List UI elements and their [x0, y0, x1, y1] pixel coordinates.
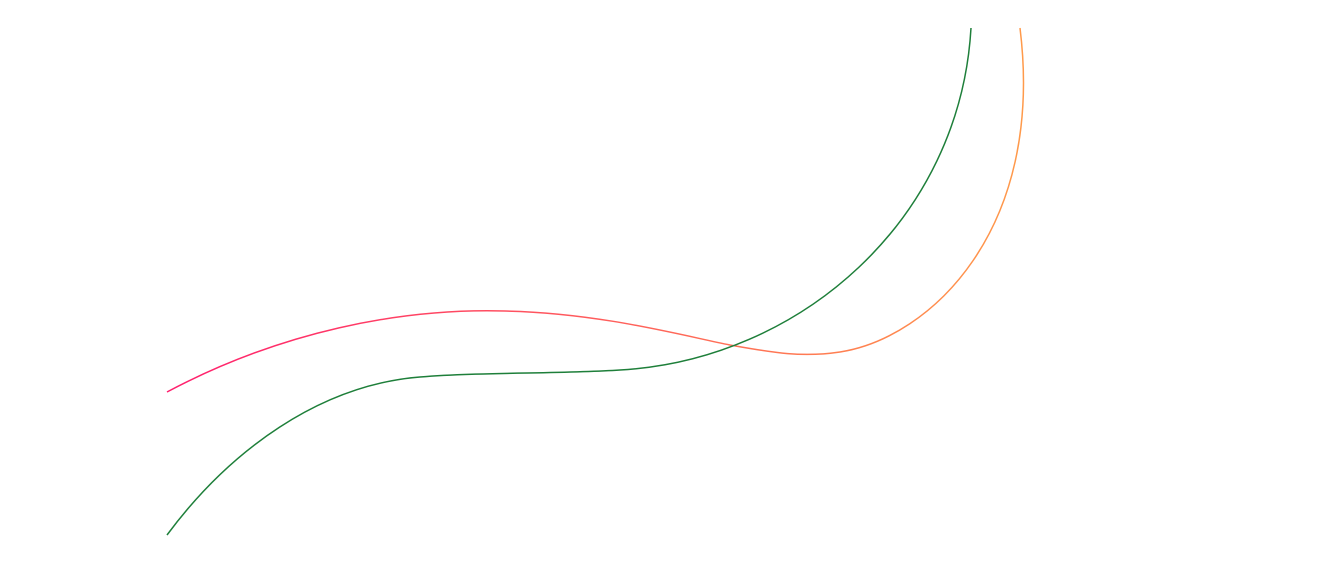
- pink-orange-curve: [166, 27, 1025, 393]
- green-curve: [166, 27, 972, 536]
